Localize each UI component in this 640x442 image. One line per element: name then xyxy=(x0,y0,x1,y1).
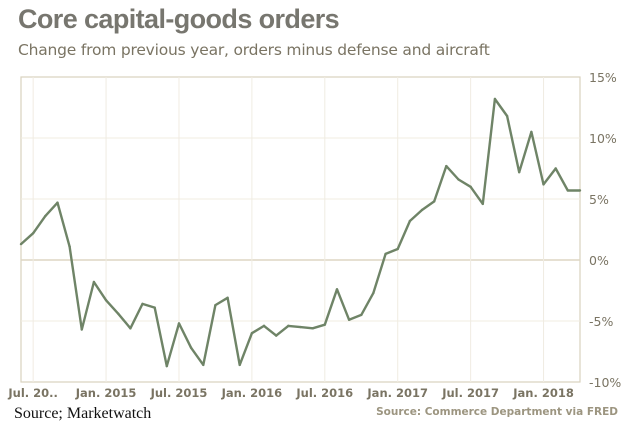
x-tick-label: Jul. 2016 xyxy=(295,386,353,400)
data-point xyxy=(432,200,436,203)
data-point xyxy=(238,363,241,367)
data-point xyxy=(542,183,545,186)
data-point xyxy=(481,202,484,206)
data-point xyxy=(117,312,120,315)
data-point xyxy=(226,296,229,300)
x-tick-label: Jul. 2017 xyxy=(441,386,499,400)
y-tick-label: 15% xyxy=(589,70,617,85)
data-point xyxy=(44,214,47,218)
data-point xyxy=(80,328,83,331)
y-tick-label: -10% xyxy=(589,375,621,390)
data-point xyxy=(262,324,266,328)
data-point xyxy=(177,322,181,325)
x-tick-label: Jul. 20.. xyxy=(7,386,58,400)
data-point xyxy=(335,288,339,291)
data-point xyxy=(189,346,193,350)
data-point xyxy=(578,189,582,192)
data-point xyxy=(360,313,363,317)
data-point xyxy=(566,189,570,192)
data-point xyxy=(104,299,108,302)
source-attribution: Source; Marketwatch xyxy=(14,405,152,422)
data-point xyxy=(299,325,302,329)
chart-source-note: Source: Commerce Department via FRED xyxy=(376,406,618,418)
data-point xyxy=(445,164,448,168)
data-point xyxy=(518,170,521,174)
y-tick-label: 0% xyxy=(589,253,609,268)
data-point xyxy=(347,318,351,321)
data-point xyxy=(420,208,424,212)
chart-subtitle: Change from previous year, orders minus … xyxy=(18,41,490,59)
data-point xyxy=(457,178,460,181)
data-point xyxy=(323,323,327,326)
data-point xyxy=(554,167,557,170)
x-tick-label: Jan. 2017 xyxy=(366,386,428,400)
data-point xyxy=(493,97,497,101)
data-point xyxy=(250,332,254,335)
data-point xyxy=(505,114,509,118)
data-point xyxy=(56,201,59,204)
data-point xyxy=(129,327,132,330)
x-tick-label: Jan. 2015 xyxy=(75,386,137,400)
data-point xyxy=(408,219,412,223)
y-tick-label: -5% xyxy=(589,314,613,329)
x-tick-label: Jan. 2016 xyxy=(221,386,283,400)
data-point xyxy=(141,302,144,306)
data-point xyxy=(165,364,169,368)
data-point xyxy=(214,303,217,307)
data-point xyxy=(396,247,399,251)
data-point xyxy=(287,324,290,328)
data-point xyxy=(530,130,533,134)
data-point xyxy=(19,242,23,246)
data-point xyxy=(153,306,156,309)
data-point xyxy=(92,280,96,284)
data-point xyxy=(311,327,314,330)
data-point xyxy=(274,334,278,337)
data-point xyxy=(31,231,35,235)
x-tick-label: Jul. 2015 xyxy=(150,386,208,400)
data-point xyxy=(202,363,205,367)
y-tick-label: 10% xyxy=(589,131,617,146)
y-tick-label: 5% xyxy=(589,192,609,207)
data-point xyxy=(372,291,375,295)
plot-area xyxy=(20,76,581,383)
data-point xyxy=(469,185,472,188)
data-point xyxy=(384,252,387,256)
chart-title: Core capital-goods orders xyxy=(18,4,340,34)
x-tick-label: Jan. 2018 xyxy=(512,386,574,400)
data-point xyxy=(68,245,71,248)
